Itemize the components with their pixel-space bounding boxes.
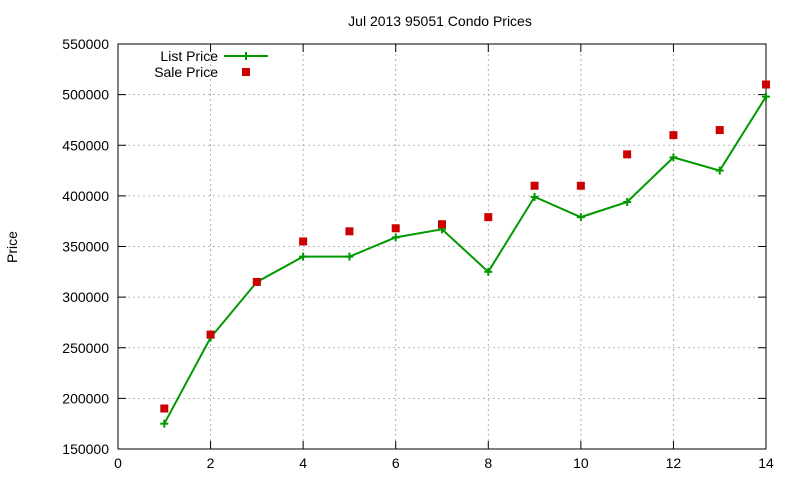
y-tick-label: 350000 — [62, 239, 109, 255]
series-list-price — [160, 92, 770, 428]
sale-price-point — [299, 237, 308, 246]
list-price-point — [623, 197, 632, 206]
x-tick-label: 4 — [299, 455, 307, 471]
sale-price-point — [484, 213, 493, 222]
sale-price-point — [391, 224, 400, 233]
list-price-point — [715, 166, 724, 175]
sale-price-point — [252, 277, 261, 286]
list-price-point — [530, 192, 539, 201]
y-tick-label: 250000 — [62, 340, 109, 356]
list-price-point — [484, 267, 493, 276]
y-tick-label: 500000 — [62, 87, 109, 103]
x-tick-label: 12 — [666, 455, 682, 471]
sale-price-point — [669, 131, 678, 140]
legend-label: Sale Price — [154, 64, 218, 80]
list-price-point — [160, 419, 169, 428]
legend-square-marker — [242, 68, 250, 76]
sale-price-point — [762, 80, 770, 89]
sale-price-point — [438, 220, 446, 229]
y-tick-label: 300000 — [62, 289, 109, 305]
y-tick-label: 200000 — [62, 390, 109, 406]
sale-price-point — [530, 181, 539, 190]
chart-title: Jul 2013 95051 Condo Prices — [348, 13, 532, 29]
list-price-point — [669, 153, 678, 162]
sale-price-point — [345, 227, 354, 236]
y-axis-label: Price — [4, 231, 20, 263]
y-tick-label: 400000 — [62, 188, 109, 204]
list-price-point — [345, 252, 354, 261]
list-price-line — [163, 96, 767, 425]
sale-price-point — [576, 181, 585, 190]
x-tick-label: 6 — [392, 455, 400, 471]
sale-price-point — [623, 150, 632, 159]
y-tick-label: 450000 — [62, 137, 109, 153]
list-price-point — [299, 252, 308, 261]
x-tick-label: 2 — [207, 455, 215, 471]
legend-label: List Price — [160, 48, 218, 64]
legend-plus-marker — [242, 52, 250, 60]
x-tick-label: 10 — [573, 455, 589, 471]
grid-lines — [118, 44, 766, 449]
y-tick-label: 150000 — [62, 441, 109, 457]
y-tick-label: 550000 — [62, 36, 109, 52]
list-price-point — [391, 233, 400, 242]
sale-price-point — [160, 404, 169, 413]
x-tick-label: 0 — [114, 455, 122, 471]
x-tick-label: 14 — [758, 455, 774, 471]
axis-ticks: 1500002000002500003000003500004000004500… — [62, 36, 774, 471]
series-layer — [160, 80, 770, 428]
sale-price-point — [206, 330, 215, 339]
list-price-point — [762, 92, 770, 101]
series-sale-price — [160, 80, 770, 413]
list-price-point — [576, 213, 585, 222]
sale-price-point — [715, 126, 724, 135]
x-tick-label: 8 — [484, 455, 492, 471]
